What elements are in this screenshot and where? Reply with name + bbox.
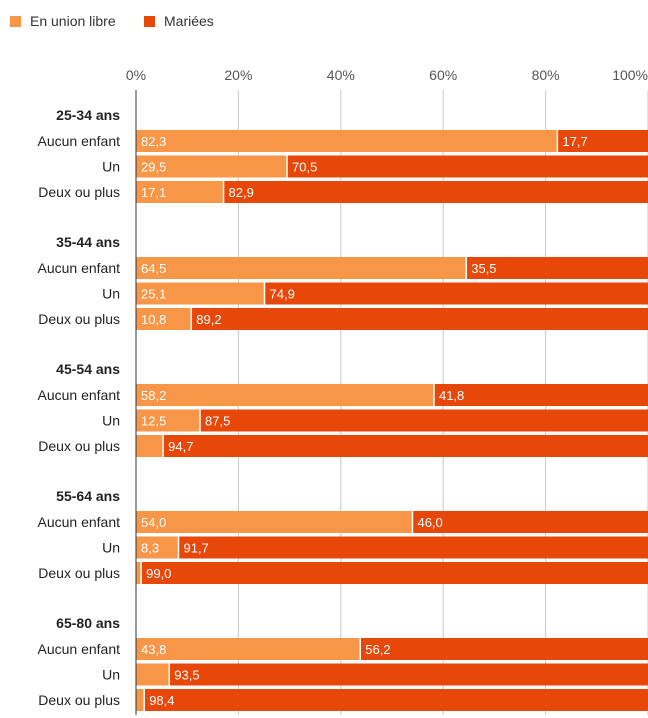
bar-segment	[136, 663, 170, 686]
bar-segment	[169, 663, 648, 686]
data-label: 89,2	[196, 312, 221, 327]
row-label: Un	[102, 413, 120, 429]
row-label: Un	[102, 159, 120, 175]
row-label: Un	[102, 540, 120, 556]
legend-swatch-1	[144, 16, 155, 27]
data-label: 12,5	[141, 414, 166, 429]
legend: En union libre Mariées	[10, 13, 214, 29]
bar-segment	[360, 638, 648, 660]
data-label: 35,5	[471, 261, 496, 276]
data-label: 87,5	[205, 414, 230, 429]
row-label: Deux ou plus	[38, 311, 120, 327]
x-tick-label: 20%	[224, 67, 252, 83]
bar-segment	[136, 181, 224, 203]
bar-segment	[136, 435, 164, 457]
bar-segment	[136, 308, 192, 330]
data-label: 17,7	[562, 134, 587, 149]
group-label: 55-64 ans	[56, 488, 120, 504]
data-label: 8,3	[141, 541, 159, 556]
row-label: Aucun enfant	[37, 260, 120, 276]
row-label: Deux ou plus	[38, 184, 120, 200]
group-label: 25-34 ans	[56, 107, 120, 123]
data-label: 29,5	[141, 160, 166, 175]
data-label: 70,5	[292, 160, 317, 175]
data-label: 41,8	[439, 388, 464, 403]
legend-label-1: Mariées	[164, 13, 214, 29]
bar-segment	[433, 384, 648, 406]
x-axis-tick-labels: 0% 20% 40% 60% 80% 100%	[126, 67, 648, 83]
row-label: Aucun enfant	[37, 387, 120, 403]
row-label: Aucun enfant	[37, 641, 120, 657]
data-label: 25,1	[141, 287, 166, 302]
category-labels: 25-34 ans Aucun enfant Un Deux ou plus 35-44…	[37, 107, 120, 708]
bar-segment	[136, 536, 179, 559]
data-label: 10,8	[141, 312, 166, 327]
data-label: 64,5	[141, 261, 166, 276]
data-label: 98,4	[149, 693, 174, 708]
data-label: 43,8	[141, 642, 166, 657]
group-label: 35-44 ans	[56, 234, 120, 250]
bar-segment	[136, 689, 145, 711]
row-label: Aucun enfant	[37, 514, 120, 530]
data-label: 93,5	[174, 668, 199, 683]
data-label: 17,1	[141, 185, 166, 200]
bar-segment	[466, 257, 648, 279]
data-label: 56,2	[365, 642, 390, 657]
bar-segment	[200, 409, 648, 432]
row-label: Aucun enfant	[37, 133, 120, 149]
data-label: 99,0	[146, 566, 171, 581]
bar-segment	[136, 638, 361, 660]
bars: 82,3 17,7 29,5 70,5 17,1 82,9 64,5 35,5 25,1 74,9…	[136, 130, 648, 711]
data-label: 54,0	[141, 515, 166, 530]
group-label: 45-54 ans	[56, 361, 120, 377]
x-tick-label: 100%	[612, 67, 648, 83]
data-label: 82,9	[229, 185, 254, 200]
bar-segment	[136, 257, 467, 279]
row-label: Deux ou plus	[38, 565, 120, 581]
bar-segment	[163, 435, 648, 457]
group-label: 65-80 ans	[56, 615, 120, 631]
row-label: Deux ou plus	[38, 692, 120, 708]
data-label: 91,7	[183, 541, 208, 556]
data-label: 94,7	[168, 439, 193, 454]
bar-segment	[136, 511, 413, 533]
data-label: 58,2	[141, 388, 166, 403]
bar-segment	[144, 689, 648, 711]
bar-segment	[136, 409, 200, 432]
bar-segment	[136, 155, 288, 178]
bar-segment	[178, 536, 648, 559]
row-label: Deux ou plus	[38, 438, 120, 454]
data-label: 46,0	[417, 515, 442, 530]
bar-segment	[557, 130, 648, 152]
bar-segment	[136, 384, 434, 406]
bar-segment	[223, 181, 648, 203]
bar-segment	[136, 130, 558, 152]
bar-segment	[264, 282, 648, 305]
x-tick-label: 0%	[126, 67, 146, 83]
bar-segment	[287, 155, 648, 178]
data-label: 82,3	[141, 134, 166, 149]
x-tick-label: 60%	[429, 67, 457, 83]
data-label: 74,9	[270, 287, 295, 302]
bar-segment	[136, 562, 142, 584]
x-tick-label: 40%	[327, 67, 355, 83]
legend-swatch-0	[10, 16, 21, 27]
bar-segment	[191, 308, 648, 330]
row-label: Un	[102, 286, 120, 302]
x-tick-label: 80%	[532, 67, 560, 83]
row-label: Un	[102, 667, 120, 683]
bar-segment	[136, 282, 265, 305]
bar-segment	[412, 511, 648, 533]
bar-segment	[141, 562, 648, 584]
legend-label-0: En union libre	[30, 13, 116, 29]
